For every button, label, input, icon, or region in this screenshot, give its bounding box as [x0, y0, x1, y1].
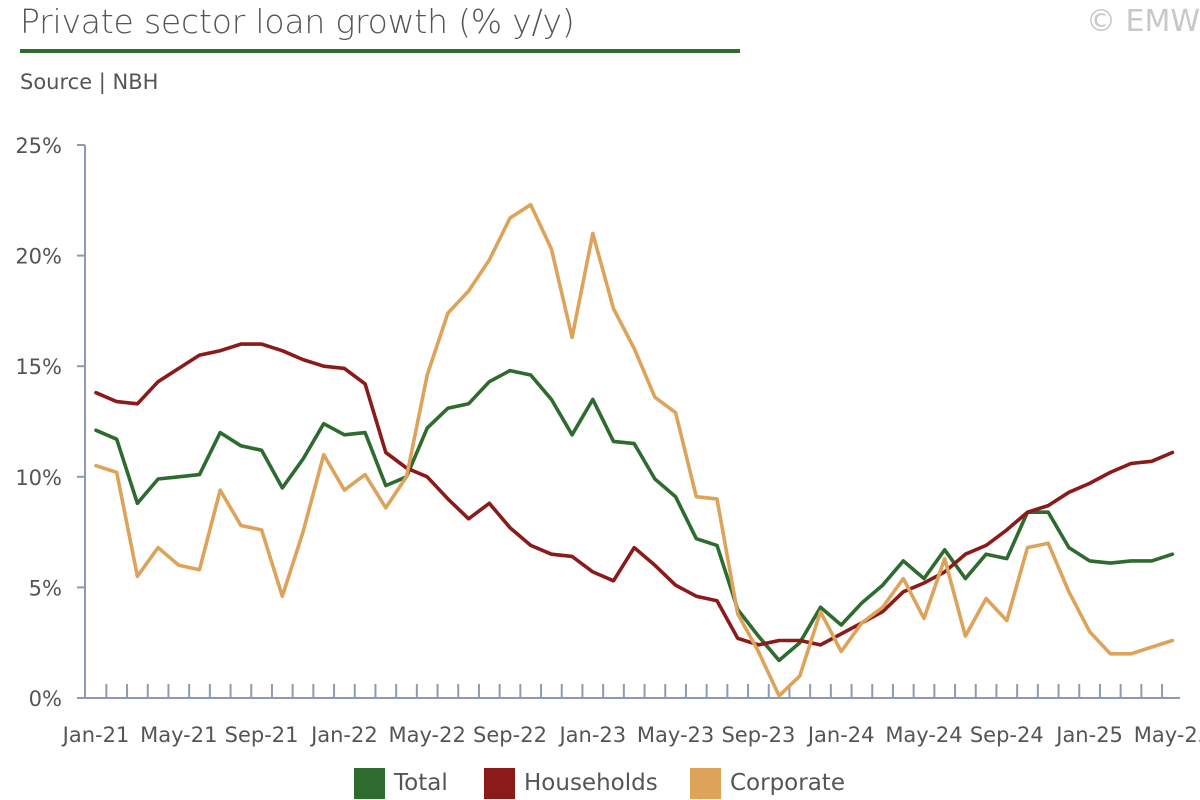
legend: Total Households Corporate [0, 766, 1200, 800]
x-tick-label: May-24 [885, 723, 962, 747]
y-tick-label: 15% [15, 355, 62, 379]
title-underline [20, 49, 740, 53]
series-line-corporate [94, 202, 1175, 698]
legend-item-corporate: Corporate [690, 766, 845, 800]
chart-title: Private sector loan growth (% y/y) [20, 2, 575, 41]
y-tick-label: 0% [29, 687, 62, 711]
x-tick-label: May-22 [389, 723, 466, 747]
x-tick-label: Jan-21 [61, 723, 130, 747]
x-tick-label: May-25 [1134, 723, 1200, 747]
legend-label-total: Total [394, 770, 448, 796]
y-tick-label: 5% [29, 576, 62, 600]
x-tick-label: Jan-23 [557, 723, 626, 747]
x-tick-label: Sep-23 [721, 723, 795, 747]
legend-swatch-corporate [690, 767, 721, 799]
series-line-households [94, 342, 1175, 647]
x-tick-label: Sep-21 [225, 723, 299, 747]
series-line-total [94, 368, 1175, 663]
x-tick-label: Jan-22 [309, 723, 378, 747]
legend-label-households: Households [524, 770, 658, 796]
legend-item-households: Households [484, 766, 658, 800]
x-tick-label: Jan-24 [806, 723, 875, 747]
x-tick-label: May-23 [637, 723, 714, 747]
legend-swatch-households [484, 767, 515, 799]
y-tick-label: 10% [15, 466, 62, 490]
legend-label-corporate: Corporate [730, 770, 845, 796]
legend-item-total: Total [354, 766, 448, 800]
y-tick-label: 25% [15, 134, 62, 158]
copyright-text: © EMW [1085, 4, 1200, 39]
x-tick-label: Jan-25 [1054, 723, 1123, 747]
legend-swatch-total [354, 767, 385, 799]
x-tick-label: Sep-22 [473, 723, 547, 747]
y-tick-label: 20% [15, 245, 62, 269]
x-tick-label: Sep-24 [970, 723, 1044, 747]
source-text: Source | NBH [20, 70, 159, 94]
x-tick-label: May-21 [140, 723, 217, 747]
